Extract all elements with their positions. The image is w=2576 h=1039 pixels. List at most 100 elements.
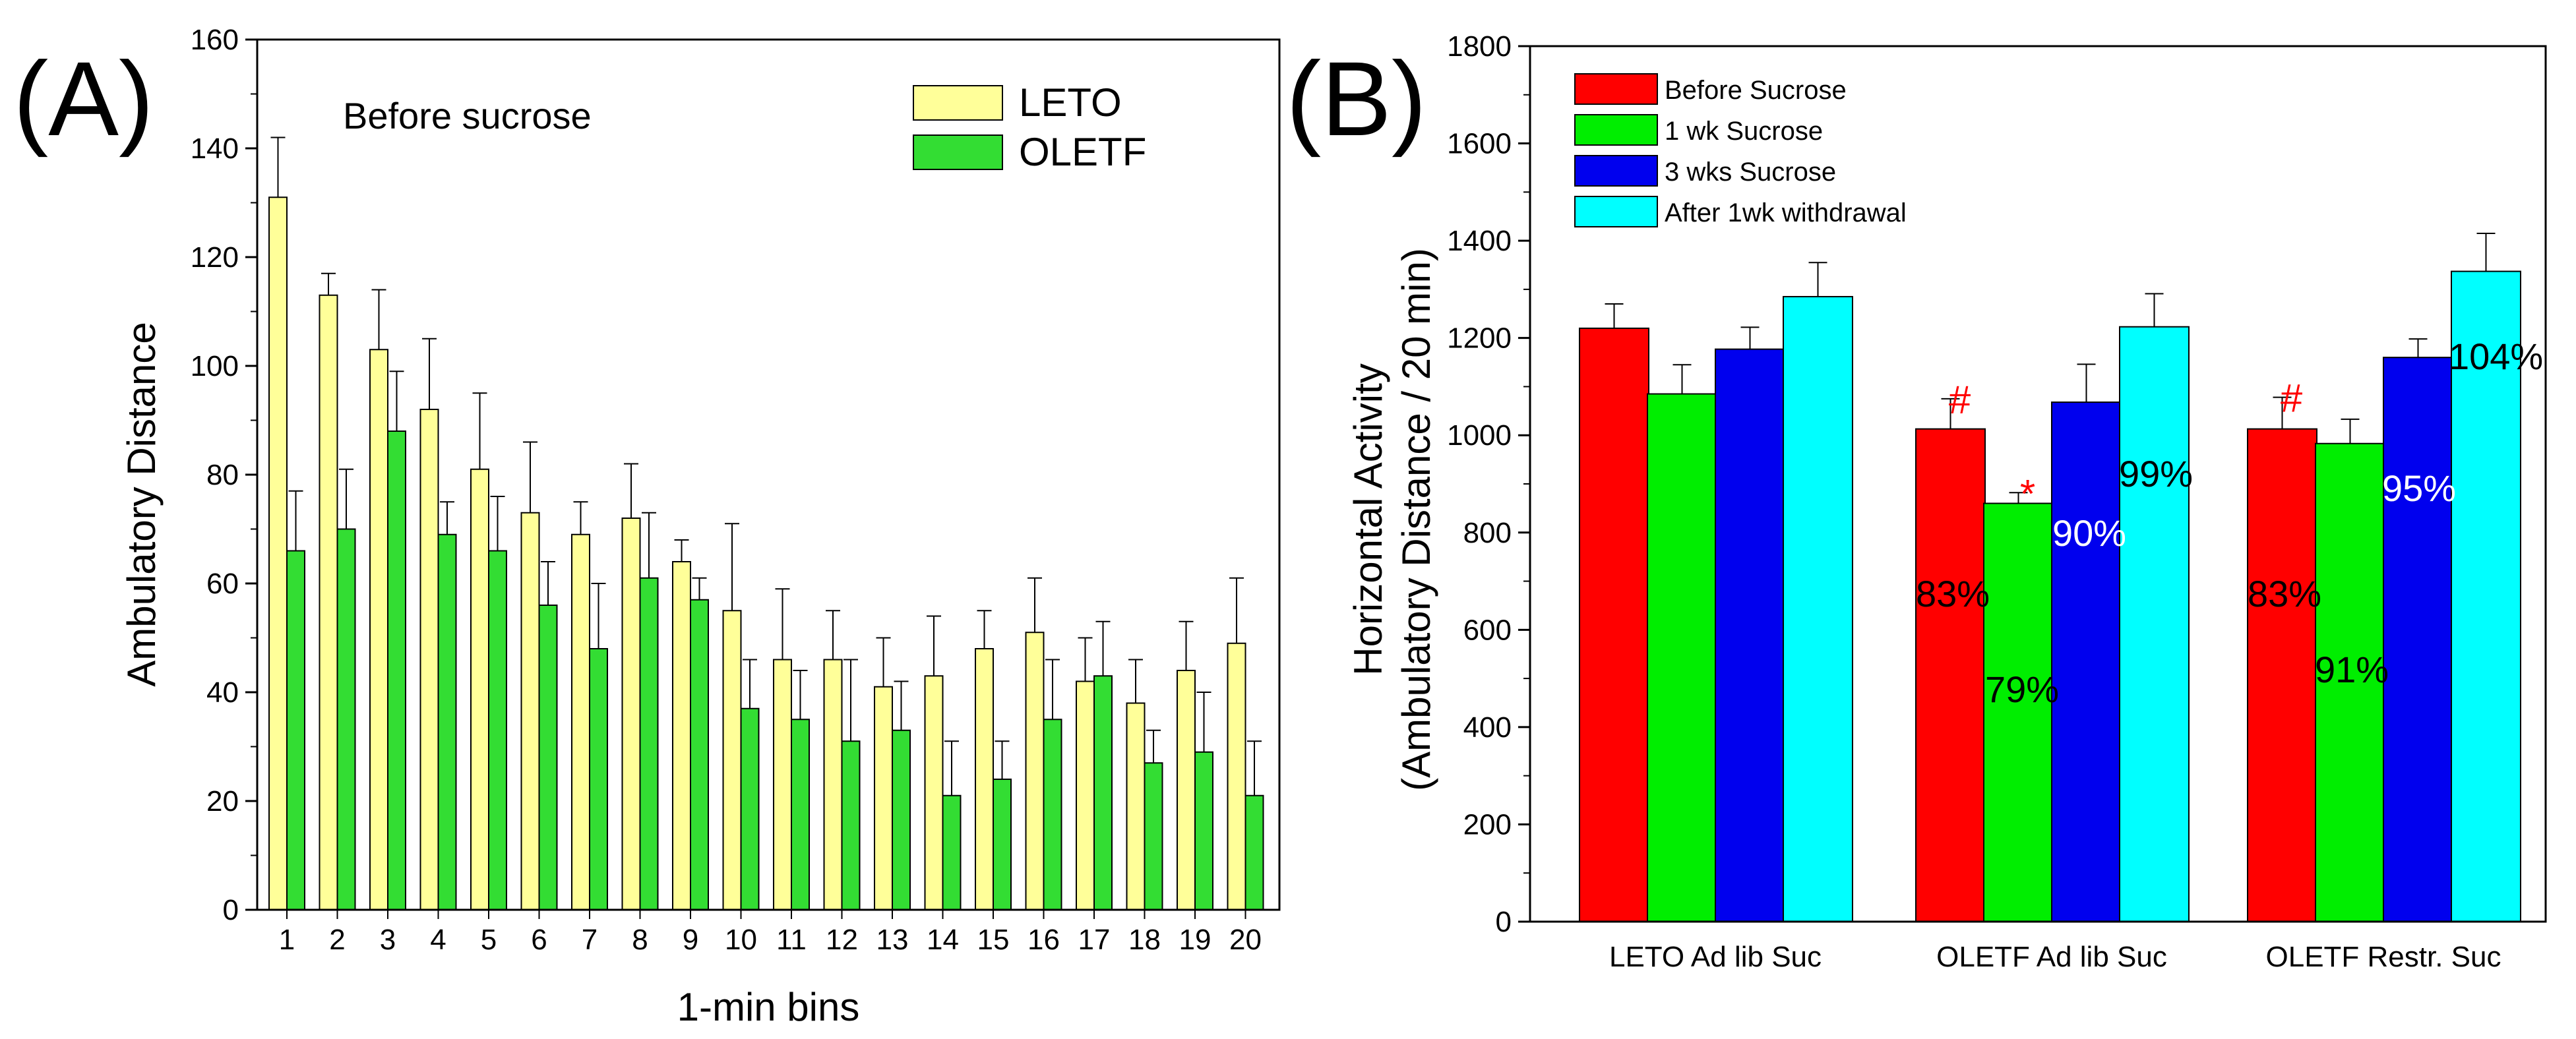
panel-a-y-tick-label-140: 140: [191, 133, 239, 165]
panel-a-legend-label-leto: LETO: [1019, 80, 1122, 125]
panel-a-bar-oletf-19: [1194, 751, 1213, 910]
panel-a-bar-leto-12: [823, 659, 843, 910]
panel-a-x-tick-label-2: 2: [329, 924, 345, 956]
panel-b-legend-swatch-1-wk-sucrose: [1574, 114, 1658, 146]
panel-b-bar-oletf-restr-suc-after-1wk-withdrawal: [2451, 270, 2521, 922]
panel-b-y-axis-title-line2: (Ambulatory Distance / 20 min): [1394, 248, 1438, 791]
panel-b-y-tick-label-200: 200: [1463, 808, 1512, 841]
panel-a-axes: 1 2 3 4 5 6 7 8 9 10 11 12 13 14 15 16 17 18 19 20020406080…: [191, 24, 1281, 956]
panel-b-y-tick-label-0: 0: [1496, 906, 1512, 938]
panel-a-bar-oletf-1: [286, 550, 305, 910]
panel-b-percent-label-oletf-ad-lib-suc-after-1wk-withdrawal: 99%: [2119, 453, 2193, 494]
panel-a-bar-oletf-12: [841, 740, 861, 910]
panel-b-percent-label-oletf-ad-lib-suc-before-sucrose: 83%: [1916, 573, 1990, 614]
panel-a-bar-leto-11: [773, 659, 792, 910]
panel-a-bar-leto-13: [874, 686, 893, 910]
panel-a-bar-leto-17: [1076, 680, 1095, 910]
panel-b-percent-label-oletf-restr-suc-after-1wk-withdrawal: 104%: [2449, 336, 2543, 377]
panel-a-x-tick-label-4: 4: [430, 924, 446, 956]
panel-b-annotations: 83% #79% * 90% 99% 83% #91% 95% 104%: [1916, 336, 2543, 710]
panel-b-legend-swatch-before-sucrose: [1574, 73, 1658, 105]
panel-a-y-tick-label-60: 60: [206, 568, 239, 600]
panel-a-x-tick-label-13: 13: [876, 924, 909, 956]
panel-a-bar-oletf-6: [538, 605, 558, 910]
panel-a-bar-leto-6: [520, 512, 540, 910]
panel-b-bar-leto-ad-lib-suc-after-1wk-withdrawal: [1783, 295, 1853, 922]
panel-a-x-tick-label-1: 1: [279, 924, 295, 956]
panel-b-bars: [1579, 233, 2521, 923]
panel-b-legend-label-1-wk-sucrose: 1 wk Sucrose: [1665, 117, 1823, 146]
panel-b-label: (B): [1286, 40, 1426, 158]
panel-b-y-tick-label-1000: 1000: [1447, 419, 1512, 452]
panel-a-bar-oletf-11: [791, 719, 810, 910]
panel-a-x-tick-label-8: 8: [632, 924, 648, 956]
panel-b-bar-oletf-ad-lib-suc-before-sucrose: [1915, 428, 1986, 922]
panel-b-percent-label-oletf-ad-lib-suc-1-wk-sucrose: 79%: [1985, 668, 2059, 710]
panel-a-x-axis-title: 1-min bins: [677, 985, 860, 1029]
panel-b-bar-leto-ad-lib-suc-1-wk-sucrose: [1647, 393, 1717, 922]
panel-a-bar-oletf-2: [336, 528, 356, 910]
panel-a-x-tick-label-12: 12: [826, 924, 858, 956]
panel-a-x-tick-label-11: 11: [776, 924, 807, 956]
panel-b-x-category-label-oletf-ad-lib-suc: OLETF Ad lib Suc: [1936, 941, 2167, 973]
panel-a-bar-leto-4: [419, 409, 439, 910]
panel-a-y-tick-label-40: 40: [206, 676, 239, 709]
panel-a-y-tick-label-80: 80: [206, 459, 239, 491]
panel-a-y-tick-label-160: 160: [191, 24, 239, 56]
panel-b-y-tick-label-800: 800: [1463, 517, 1512, 549]
panel-b-y-tick-label-1200: 1200: [1447, 322, 1512, 355]
panel-a-y-tick-label-100: 100: [191, 350, 239, 382]
panel-b-significance-mark-oletf-ad-lib-suc-before-sucrose: #: [1949, 378, 1971, 422]
panel-a-bar-oletf-4: [437, 533, 457, 910]
panel-a-bar-oletf-16: [1043, 719, 1062, 910]
panel-a-y-tick-label-20: 20: [206, 785, 239, 817]
panel-b-bar-oletf-ad-lib-suc-3-wks-sucrose: [2051, 401, 2122, 922]
panel-b-y-tick-label-600: 600: [1463, 614, 1512, 646]
panel-b-y-tick-label-1600: 1600: [1447, 128, 1512, 160]
panel-a-annotation: Before sucrose: [343, 95, 592, 136]
panel-a-x-tick-label-20: 20: [1229, 924, 1262, 956]
panel-a-bar-leto-5: [470, 468, 489, 910]
panel-b-legend-label-before-sucrose: Before Sucrose: [1665, 76, 1847, 105]
panel-a-bar-oletf-20: [1244, 794, 1264, 910]
panel-b-y-tick-label-400: 400: [1463, 711, 1512, 744]
panel-b-legend-label-3-wks-sucrose: 3 wks Sucrose: [1665, 158, 1836, 187]
panel-a-x-tick-label-10: 10: [725, 924, 757, 956]
panel-a-bar-oletf-13: [892, 729, 911, 910]
panel-a-x-tick-label-15: 15: [977, 924, 1010, 956]
panel-b-bar-oletf-ad-lib-suc-1-wk-sucrose: [1983, 502, 2054, 922]
panel-a-bar-oletf-15: [993, 779, 1012, 910]
panel-a-y-axis-title: Ambulatory Distance: [119, 322, 164, 687]
panel-a-x-tick-label-17: 17: [1078, 924, 1111, 956]
panel-a-bar-leto-9: [672, 561, 691, 910]
panel-a-x-tick-label-18: 18: [1128, 924, 1161, 956]
panel-a-y-tick-label-120: 120: [191, 241, 239, 274]
panel-a-bar-leto-14: [924, 675, 944, 910]
panel-a-bar-leto-7: [571, 533, 590, 910]
panel-a-legend: LETO OLETF: [913, 80, 1146, 174]
panel-a-legend-swatch-leto: [913, 85, 1003, 121]
panel-a-bar-leto-20: [1227, 642, 1246, 910]
panel-a-bar-oletf-7: [589, 648, 608, 910]
panel-a-x-tick-label-9: 9: [683, 924, 698, 956]
panel-a-x-tick-label-7: 7: [582, 924, 598, 956]
panel-a-bar-leto-19: [1177, 670, 1196, 910]
panel-b-percent-label-oletf-restr-suc-1-wk-sucrose: 91%: [2315, 649, 2389, 690]
panel-a-bar-leto-2: [319, 294, 338, 910]
panel-a-bar-oletf-8: [639, 577, 659, 910]
panel-b-significance-mark-oletf-restr-suc-before-sucrose: #: [2281, 376, 2303, 421]
panel-a-x-tick-label-5: 5: [481, 924, 497, 956]
panel-a-y-tick-label-0: 0: [223, 894, 239, 926]
panel-a-x-tick-label-14: 14: [927, 924, 959, 956]
panel-b-x-category-label-leto-ad-lib-suc: LETO Ad lib Suc: [1609, 941, 1822, 973]
panel-b-x-category-label-oletf-restr-suc: OLETF Restr. Suc: [2266, 941, 2501, 973]
panel-a-legend-swatch-oletf: [913, 134, 1003, 170]
panel-b-y-axis-title-line1: Horizontal Activity: [1346, 363, 1390, 676]
panel-a-bar-oletf-17: [1093, 675, 1113, 910]
panel-b-bar-oletf-ad-lib-suc-after-1wk-withdrawal: [2119, 326, 2190, 923]
panel-a-x-tick-label-6: 6: [531, 924, 547, 956]
panel-b-y-tick-label-1400: 1400: [1447, 225, 1512, 257]
panel-b-percent-label-oletf-ad-lib-suc-3-wks-sucrose: 90%: [2052, 512, 2126, 554]
panel-b-percent-label-oletf-restr-suc-before-sucrose: 83%: [2248, 573, 2321, 614]
